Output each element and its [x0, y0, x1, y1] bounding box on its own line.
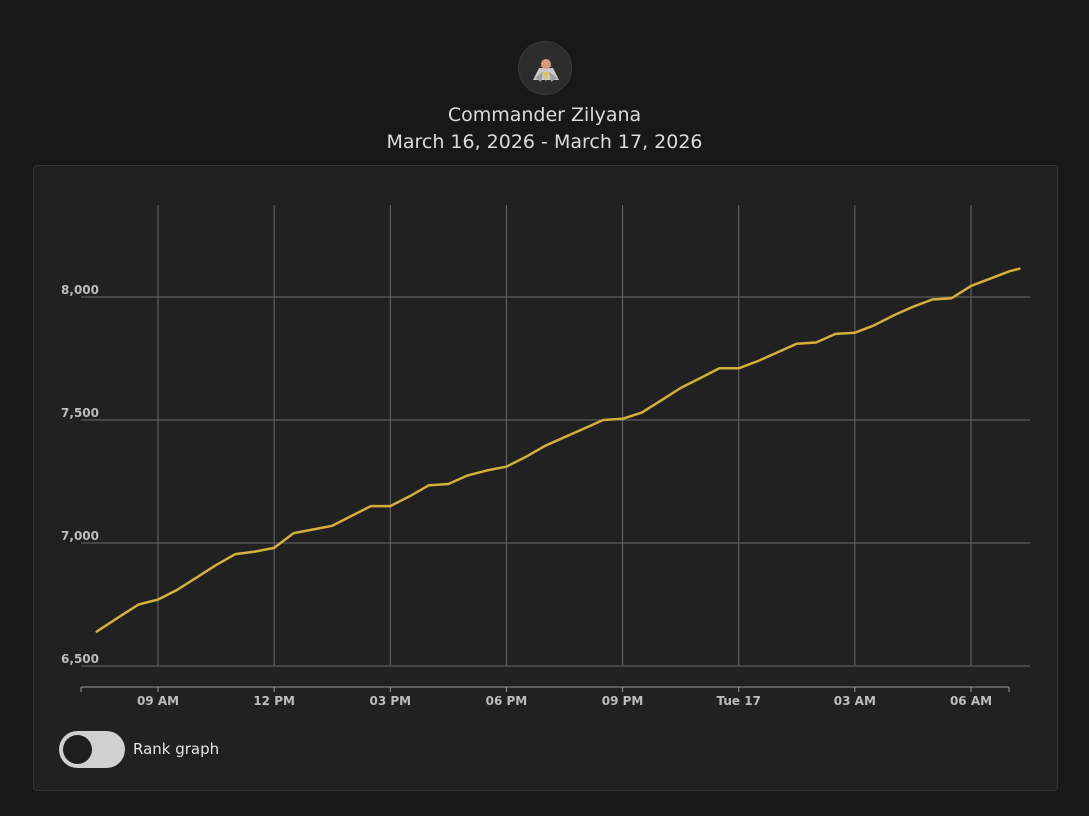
- date-range: March 16, 2026 - March 17, 2026: [386, 131, 703, 153]
- toggle-knob: [63, 735, 92, 764]
- x-tick-label: 12 PM: [253, 694, 295, 708]
- x-tick-label: 06 AM: [950, 694, 992, 708]
- rank-graph-label: Rank graph: [133, 740, 220, 758]
- rank-graph-toggle[interactable]: [59, 731, 125, 768]
- page-title: Commander Zilyana: [447, 104, 642, 126]
- x-tick-label: 03 AM: [834, 694, 876, 708]
- x-tick-label: Tue 17: [716, 694, 760, 708]
- y-tick-label: 8,000: [61, 283, 99, 297]
- rank-series-line: [95, 267, 1021, 633]
- x-tick-label: 03 PM: [369, 694, 411, 708]
- y-tick-label: 7,000: [61, 529, 99, 543]
- commander-zilyana-avatar-icon: [518, 41, 572, 95]
- y-tick-label: 6,500: [61, 652, 99, 666]
- x-tick-label: 09 PM: [602, 694, 644, 708]
- x-tick-label: 09 AM: [137, 694, 179, 708]
- y-tick-label: 7,500: [61, 406, 99, 420]
- x-tick-label: 06 PM: [486, 694, 528, 708]
